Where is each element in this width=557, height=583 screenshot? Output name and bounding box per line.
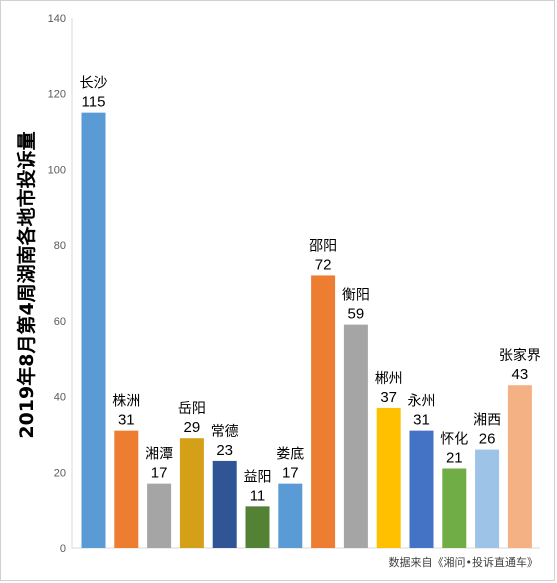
bar (442, 468, 467, 548)
bar-category-label: 衡阳 (342, 288, 370, 304)
bar-category-label: 娄底 (276, 447, 304, 463)
bar (212, 460, 237, 548)
y-tick-label: 100 (48, 164, 66, 176)
bar-labels: 115 长沙 31 株洲 17 湘潭 29 岳阳 23 常德 11 益阳 17 娄底 72 邵阳 59 衡阳 37 郴… (80, 76, 541, 505)
bar (245, 506, 270, 548)
bar-value-label: 29 (184, 419, 201, 436)
bar-value-label: 72 (315, 256, 332, 273)
bar-category-label: 益阳 (244, 469, 272, 485)
y-axis-ticks: 0 20 40 60 80 100 120 140 (48, 13, 66, 555)
y-axis-title: 2019年8月第4周湖南各地市投诉量 (15, 131, 38, 438)
bar-category-label: 郴州 (375, 371, 403, 387)
y-tick-label: 140 (48, 13, 66, 25)
bar-category-label: 张家界 (499, 347, 541, 364)
y-tick-label: 120 (48, 89, 66, 101)
bar-value-label: 43 (512, 366, 529, 383)
y-tick-label: 0 (60, 543, 66, 555)
bar-value-label: 115 (82, 94, 106, 111)
bar-value-label: 31 (413, 412, 430, 429)
y-tick-label: 20 (54, 467, 66, 479)
bar (147, 483, 172, 548)
bar-value-label: 31 (118, 412, 135, 429)
bar-category-label: 怀化 (440, 432, 468, 448)
bar-value-label: 11 (250, 487, 266, 504)
bar-value-label: 37 (380, 389, 397, 406)
bar-category-label: 邵阳 (309, 238, 337, 254)
bar (114, 430, 139, 548)
bar (311, 275, 336, 548)
bar-category-label: 常德 (211, 424, 239, 440)
source-note: 数据来自《湘问•投诉直通车》 (389, 555, 539, 569)
bars (81, 112, 532, 549)
bar-category-label: 岳阳 (178, 401, 206, 417)
bar (343, 324, 368, 548)
bar-value-label: 26 (479, 431, 496, 448)
bar-category-label: 湘西 (473, 413, 501, 429)
bar-category-label: 长沙 (80, 76, 108, 92)
bar (475, 449, 500, 548)
bar (278, 483, 303, 548)
bar-value-label: 17 (151, 465, 168, 482)
y-tick-label: 60 (54, 316, 66, 328)
bar (409, 430, 434, 548)
bar (507, 385, 532, 548)
bar-category-label: 株洲 (112, 394, 140, 410)
bar (179, 438, 204, 548)
bar-category-label: 湘潭 (145, 446, 173, 463)
bar-value-label: 59 (348, 306, 365, 323)
bar (376, 407, 401, 548)
bar (81, 112, 106, 549)
bar-value-label: 21 (446, 450, 463, 467)
y-tick-label: 80 (54, 240, 66, 252)
bar-value-label: 17 (282, 465, 299, 482)
y-tick-label: 40 (54, 392, 66, 404)
bar-value-label: 23 (216, 442, 233, 459)
bar-category-label: 永州 (408, 394, 436, 410)
